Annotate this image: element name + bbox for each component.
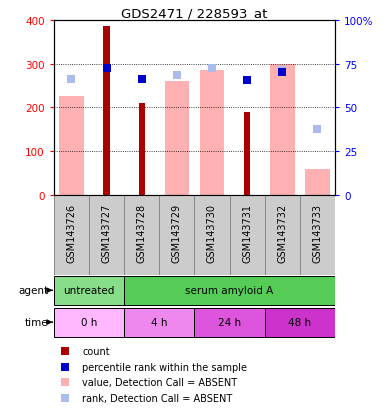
Text: GSM143731: GSM143731 bbox=[242, 204, 252, 263]
Text: GSM143732: GSM143732 bbox=[277, 204, 287, 263]
Text: GSM143733: GSM143733 bbox=[312, 204, 322, 263]
Bar bbox=[139, 104, 145, 196]
Bar bbox=[54, 196, 89, 275]
Title: GDS2471 / 228593_at: GDS2471 / 228593_at bbox=[121, 7, 268, 19]
Bar bbox=[124, 277, 335, 306]
Bar bbox=[159, 196, 194, 275]
Bar bbox=[264, 196, 300, 275]
Bar bbox=[104, 27, 110, 196]
Text: GSM143726: GSM143726 bbox=[67, 204, 77, 263]
Bar bbox=[54, 309, 124, 337]
Text: percentile rank within the sample: percentile rank within the sample bbox=[82, 362, 247, 372]
Bar bbox=[244, 112, 250, 196]
Text: GSM143728: GSM143728 bbox=[137, 204, 147, 263]
Bar bbox=[89, 196, 124, 275]
Text: untreated: untreated bbox=[64, 285, 115, 295]
Bar bbox=[124, 309, 194, 337]
Text: time: time bbox=[25, 317, 48, 328]
Bar bbox=[194, 196, 229, 275]
Bar bbox=[194, 309, 265, 337]
Text: 48 h: 48 h bbox=[288, 317, 311, 328]
Bar bbox=[200, 71, 224, 196]
Text: 4 h: 4 h bbox=[151, 317, 167, 328]
Bar bbox=[59, 97, 84, 196]
Text: count: count bbox=[82, 347, 110, 356]
Text: 0 h: 0 h bbox=[81, 317, 97, 328]
Text: GSM143729: GSM143729 bbox=[172, 204, 182, 263]
Text: value, Detection Call = ABSENT: value, Detection Call = ABSENT bbox=[82, 377, 237, 387]
Bar bbox=[54, 277, 124, 306]
Bar bbox=[164, 82, 189, 196]
Bar bbox=[229, 196, 265, 275]
Text: rank, Detection Call = ABSENT: rank, Detection Call = ABSENT bbox=[82, 393, 232, 403]
Bar bbox=[264, 309, 335, 337]
Bar bbox=[270, 64, 295, 196]
Text: agent: agent bbox=[18, 285, 48, 295]
Bar bbox=[124, 196, 159, 275]
Bar bbox=[305, 169, 330, 196]
Text: 24 h: 24 h bbox=[218, 317, 241, 328]
Bar bbox=[300, 196, 335, 275]
Text: GSM143730: GSM143730 bbox=[207, 204, 217, 263]
Text: serum amyloid A: serum amyloid A bbox=[186, 285, 274, 295]
Text: GSM143727: GSM143727 bbox=[102, 204, 112, 263]
